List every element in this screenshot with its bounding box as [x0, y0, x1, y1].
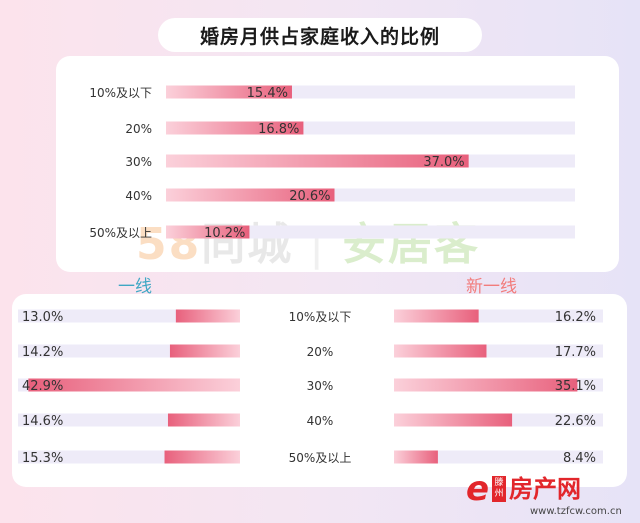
new-tier1-bar — [394, 378, 578, 392]
chart-title: 婚房月供占家庭收入的比例 — [158, 18, 482, 52]
site-logo: e 滕州 房产网 — [466, 472, 581, 506]
new-tier1-track — [394, 450, 603, 464]
new-tier1-bar — [394, 344, 487, 358]
overall-category-label: 10%及以下 — [89, 86, 152, 100]
tier1-bar — [28, 378, 240, 392]
new-tier1-bar — [394, 450, 438, 464]
tier-category-label: 20% — [307, 345, 334, 359]
logo-e-icon: e — [466, 469, 490, 509]
new-tier1-bar — [394, 309, 479, 323]
overall-value-label: 10.2% — [204, 226, 245, 241]
tier-category-label: 10%及以下 — [289, 310, 352, 324]
overall-bar — [166, 85, 292, 99]
overall-category-label: 50%及以上 — [89, 226, 152, 240]
tier1-value-label: 15.3% — [22, 451, 63, 466]
logo-url: www.tzfcw.com.cn — [530, 506, 622, 517]
overall-track — [166, 225, 575, 239]
tier1-value-label: 13.0% — [22, 310, 63, 325]
overall-value-label: 16.8% — [258, 122, 299, 137]
overall-category-label: 20% — [125, 122, 152, 136]
overall-category-label: 30% — [125, 155, 152, 169]
new-tier1-value-label: 8.4% — [563, 451, 596, 466]
overall-value-label: 15.4% — [247, 86, 288, 101]
tier1-value-label: 42.9% — [22, 379, 63, 394]
tier1-bar — [164, 450, 240, 464]
tier1-bar — [169, 344, 240, 358]
tier1-value-label: 14.2% — [22, 345, 63, 360]
tier1-bar — [175, 309, 240, 323]
overall-bar — [166, 225, 250, 239]
new-tier1-value-label: 35.1% — [555, 379, 596, 394]
overall-value-label: 20.6% — [289, 189, 330, 204]
tier1-value-label: 14.6% — [22, 414, 63, 429]
overall-bar — [166, 154, 469, 168]
new-tier1-value-label: 22.6% — [555, 414, 596, 429]
subtitle-new-tier1: 新一线 — [466, 277, 517, 297]
logo-brand: 滕州 — [492, 476, 507, 502]
overall-bar — [166, 188, 335, 202]
new-tier1-value-label: 17.7% — [555, 345, 596, 360]
logo-name: 房产网 — [509, 475, 582, 503]
overall-category-label: 40% — [125, 189, 152, 203]
new-tier1-value-label: 16.2% — [555, 310, 596, 325]
tier-category-label: 40% — [307, 414, 334, 428]
overall-value-label: 37.0% — [423, 155, 464, 170]
new-tier1-bar — [394, 413, 513, 427]
tier-category-label: 30% — [307, 379, 334, 393]
subtitle-tier1: 一线 — [118, 277, 152, 297]
overall-bar — [166, 121, 304, 135]
tier1-bar — [167, 413, 240, 427]
tier-category-label: 50%及以上 — [289, 451, 352, 465]
